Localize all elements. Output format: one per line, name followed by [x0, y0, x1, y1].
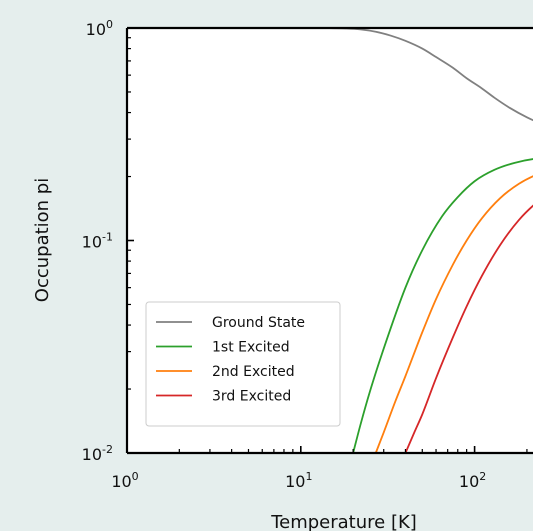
legend: Ground State 1st Excited 2nd Excited 3rd Ex…: [145, 301, 341, 427]
legend-label-ground-state: Ground State: [212, 315, 305, 331]
x-axis-label: Temperature [K]: [270, 512, 417, 531]
legend-label-2nd-excited: 2nd Excited: [212, 364, 295, 380]
x-tick-label: 100: [111, 470, 138, 491]
x-tick-exponent: 0: [132, 470, 139, 483]
x-tick-exponent: 2: [479, 470, 486, 483]
x-tick-label: 102: [459, 470, 486, 491]
y-tick-base: 10: [86, 20, 106, 39]
legend-label-1st-excited: 1st Excited: [212, 340, 290, 356]
x-tick-label: 101: [285, 470, 312, 491]
y-tick-base: 10: [82, 445, 102, 464]
x-tick-base: 10: [459, 472, 479, 491]
y-tick-exponent: -1: [102, 231, 113, 244]
y-tick-exponent: 0: [106, 18, 113, 31]
y-tick-exponent: -2: [102, 443, 113, 456]
series-line-2nd-excited: [374, 175, 533, 453]
y-tick-base: 10: [82, 233, 102, 252]
legend-label-3rd-excited: 3rd Excited: [212, 389, 291, 405]
y-tick-label: 10-1: [82, 231, 113, 252]
x-tick-exponent: 1: [305, 470, 312, 483]
series-line-1st-excited: [352, 158, 533, 453]
y-axis-label: Occupation pi: [32, 178, 53, 302]
y-tick-label: 100: [86, 18, 113, 39]
series-line-3rd-excited: [404, 204, 533, 453]
x-tick-base: 10: [285, 472, 305, 491]
y-tick-label: 10-2: [82, 443, 113, 464]
legend-box: [145, 301, 341, 427]
x-tick-base: 10: [111, 472, 131, 491]
